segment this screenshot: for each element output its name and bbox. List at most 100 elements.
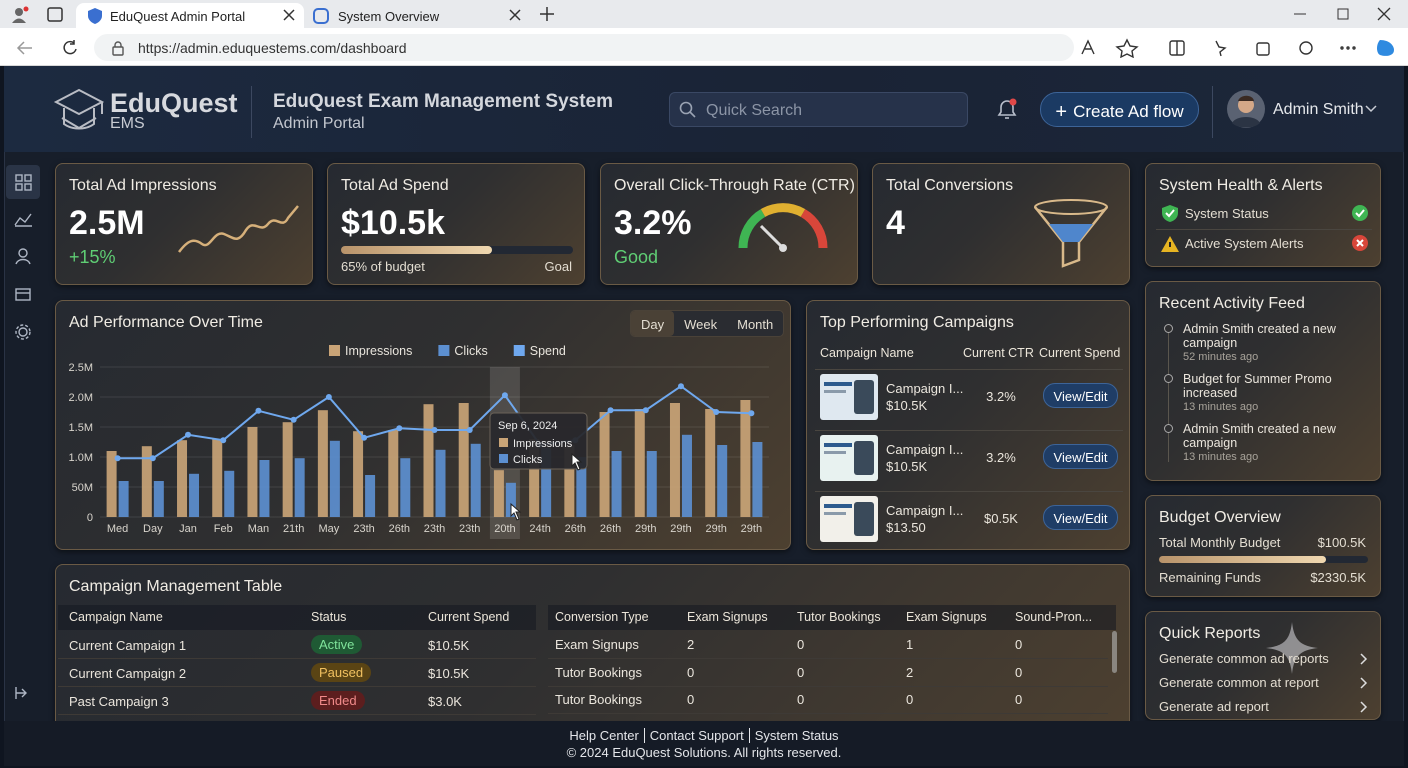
- line-point: [396, 425, 403, 432]
- logo-sub: EMS: [110, 115, 145, 132]
- divider: [548, 658, 1108, 659]
- cell: Tutor Bookings: [555, 664, 642, 680]
- campaign-amount: $13.50: [886, 520, 926, 535]
- footer-link[interactable]: System Status: [748, 728, 844, 743]
- campaign-management: Campaign Management Table Campaign Name S…: [55, 564, 1130, 734]
- tab-close[interactable]: [508, 8, 522, 22]
- legend-swatch: [329, 345, 340, 356]
- footer-link[interactable]: Contact Support: [643, 728, 749, 743]
- kpi-title: Total Conversions: [886, 177, 1014, 194]
- app-title: EduQuest Exam Management System: [273, 91, 613, 112]
- view-edit-button[interactable]: View/Edit: [1043, 383, 1118, 408]
- y-tick-label: 0: [87, 512, 93, 524]
- line-point: [114, 455, 121, 462]
- bar: [564, 445, 575, 517]
- column-header: Current Spend: [428, 610, 510, 624]
- cell: 2: [906, 664, 914, 680]
- line-point: [677, 383, 684, 390]
- view-edit-button[interactable]: View/Edit: [1043, 444, 1118, 469]
- copyright: © 2024 EduQuest Solutions. All rights re…: [566, 745, 842, 760]
- notifications[interactable]: [995, 97, 1019, 123]
- chart: 0 50M 1.0M 1.5M 2.0M 2.5M Med Day Jan Feb Man 21th M…: [69, 344, 769, 539]
- tooltip-swatch: [499, 454, 508, 463]
- period-option[interactable]: Day: [631, 311, 675, 336]
- search-box[interactable]: Quick Search: [669, 92, 968, 127]
- report-link[interactable]: Generate ad report: [1159, 699, 1269, 714]
- budget-progress: [341, 246, 492, 254]
- avatar[interactable]: [1226, 89, 1266, 129]
- line-point: [607, 407, 614, 414]
- kpi-card: Total Ad Impressions 2.5M +15%: [55, 163, 313, 285]
- activity-feed: Recent Activity Feed Admin Smith created…: [1145, 281, 1381, 481]
- x-tick-label: 29th: [670, 523, 691, 535]
- line-point: [713, 409, 720, 415]
- divider: [548, 685, 1108, 687]
- kpi-change: +15%: [69, 247, 116, 267]
- nav-buttons[interactable]: [14, 38, 84, 58]
- system-health: System Health & Alerts System Status Act…: [1145, 163, 1381, 267]
- footer-link[interactable]: Help Center: [569, 728, 639, 743]
- divider: [1156, 229, 1372, 230]
- kpi-status: Good: [614, 247, 659, 267]
- new-tab[interactable]: [539, 6, 555, 22]
- bar: [458, 403, 469, 517]
- bar: [576, 457, 587, 517]
- sidebar[interactable]: [4, 163, 44, 723]
- cell: Exam Signups: [555, 637, 639, 652]
- report-link[interactable]: Generate common ad reports: [1159, 651, 1329, 666]
- timeline-dot: [1164, 324, 1173, 333]
- cell: $3.0K: [428, 694, 462, 709]
- tab-close[interactable]: [282, 8, 296, 22]
- create-button[interactable]: + Create Ad flow: [1040, 92, 1199, 127]
- bar: [212, 439, 223, 517]
- panel-title: Campaign Management Table: [69, 578, 283, 595]
- plus-icon: +: [1055, 101, 1068, 123]
- column-header: Conversion Type: [555, 610, 649, 624]
- cursor: [510, 502, 522, 521]
- scrollbar[interactable]: [1112, 631, 1117, 673]
- column-header: Tutor Bookings: [797, 610, 881, 624]
- cell: 0: [1015, 692, 1023, 707]
- campaign-ctr: $0.5K: [984, 511, 1018, 526]
- cell: 0: [797, 692, 805, 707]
- budget-value: $2330.5K: [1310, 570, 1366, 585]
- x-tick-label: 23th: [459, 523, 480, 535]
- view-edit-button[interactable]: View/Edit: [1043, 505, 1118, 530]
- divider: [548, 713, 1108, 714]
- x-tick-label: Feb: [214, 523, 233, 535]
- legend-swatch: [513, 345, 525, 356]
- status-pill: Active: [311, 635, 363, 654]
- tab[interactable]: System Overview: [304, 3, 532, 28]
- goal-label: Goal: [544, 259, 572, 274]
- period-option[interactable]: Week: [684, 317, 718, 332]
- bar: [224, 470, 235, 517]
- tab[interactable]: EduQuest Admin Portal: [76, 3, 304, 28]
- url-field[interactable]: https://admin.eduquestems.com/dashboard: [94, 34, 1074, 61]
- report-link[interactable]: Generate common at report: [1159, 675, 1319, 690]
- user-name[interactable]: Admin Smith: [1273, 101, 1364, 118]
- campaign-name: Campaign I...: [886, 442, 964, 457]
- x-tick-label: 26th: [600, 523, 621, 535]
- legend-label: Clicks: [454, 344, 487, 358]
- thumbnail: [820, 374, 878, 420]
- x-tick-label: 20th: [494, 523, 515, 535]
- y-tick-label: 2.5M: [69, 362, 93, 374]
- kpi-title: Overall Click-Through Rate (CTR): [614, 177, 855, 194]
- url: https://admin.eduquestems.com/dashboard: [138, 40, 407, 56]
- user-menu-chevron[interactable]: [1365, 104, 1377, 114]
- bar: [317, 410, 328, 517]
- top-campaigns: Top Performing Campaigns Campaign Name Cu…: [806, 300, 1130, 550]
- tab-icon: [88, 8, 102, 24]
- column-header: Current Spend: [1039, 346, 1121, 360]
- bar: [353, 431, 364, 517]
- panel-title: Top Performing Campaigns: [820, 314, 1014, 331]
- bar: [669, 403, 680, 517]
- window-controls[interactable]: [1290, 6, 1398, 22]
- timeline: [1168, 332, 1169, 462]
- period-option[interactable]: Month: [737, 317, 774, 332]
- x-tick-label: 26th: [389, 523, 410, 535]
- budget-track: [341, 246, 573, 254]
- kpi-card: Overall Click-Through Rate (CTR) 3.2% Go…: [600, 163, 858, 285]
- chevron: [1360, 653, 1368, 665]
- browser-toolbar[interactable]: [1080, 38, 1400, 58]
